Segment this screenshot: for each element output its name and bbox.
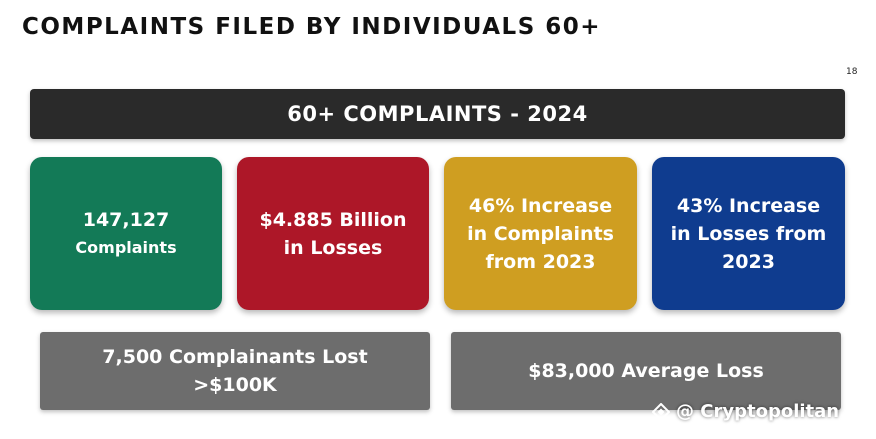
average-loss-summary: $83,000 Average Loss bbox=[451, 332, 841, 410]
year-banner: 60+ COMPLAINTS - 2024 bbox=[30, 89, 845, 139]
card-line: 46% Increase bbox=[468, 194, 613, 217]
card-line: Complaints bbox=[75, 237, 177, 257]
complaints-count-card: 147,127 Complaints bbox=[30, 157, 222, 310]
losses-card: $4.885 Billion in Losses bbox=[237, 157, 429, 310]
watermark-text: @ Cryptopolitan bbox=[676, 401, 840, 422]
summary-line: $83,000 Average Loss bbox=[528, 360, 764, 382]
card-line: 43% Increase bbox=[676, 194, 821, 217]
cryptopolitan-logo-icon bbox=[652, 402, 670, 421]
card-line: 147,127 bbox=[82, 208, 170, 231]
watermark: @ Cryptopolitan bbox=[652, 401, 839, 422]
complaints-increase-card: 46% Increase in Complaints from 2023 bbox=[444, 157, 637, 310]
page-number: 18 bbox=[846, 67, 858, 77]
high-loss-summary: 7,500 Complainants Lost >$100K bbox=[40, 332, 430, 410]
summary-line: >$100K bbox=[193, 374, 277, 396]
slide-title: COMPLAINTS FILED BY INDIVIDUALS 60+ bbox=[22, 14, 602, 40]
card-line: in Complaints bbox=[467, 222, 614, 245]
card-line: from 2023 bbox=[485, 250, 596, 273]
summary-line: 7,500 Complainants Lost bbox=[102, 346, 368, 368]
card-line: in Losses bbox=[283, 236, 383, 259]
card-line: in Losses from bbox=[670, 222, 827, 245]
banner-label: 60+ COMPLAINTS - 2024 bbox=[287, 102, 588, 126]
card-line: 2023 bbox=[722, 250, 775, 273]
losses-increase-card: 43% Increase in Losses from 2023 bbox=[652, 157, 845, 310]
card-line: $4.885 Billion bbox=[259, 208, 407, 231]
